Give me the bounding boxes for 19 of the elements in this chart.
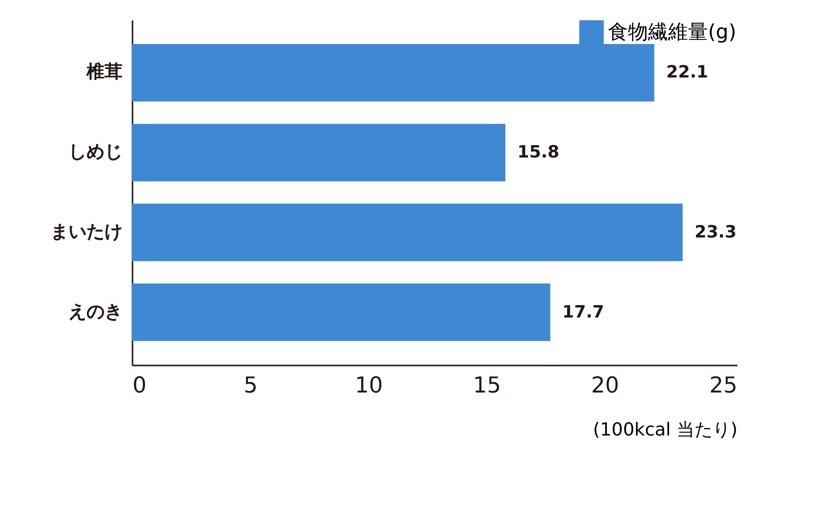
legend-label: 食物繊維量(g) (608, 20, 736, 44)
data-label: 17.7 (562, 302, 604, 322)
x-tick-label: 25 (709, 374, 738, 398)
x-tick-label: 15 (472, 374, 501, 398)
y-tick-label: まいたけ (50, 221, 122, 242)
data-label: 23.3 (694, 222, 737, 242)
x-tick-label: 5 (244, 374, 258, 398)
x-tick-label: 0 (132, 374, 146, 398)
x-tick-label: 20 (591, 374, 620, 398)
y-tick-label: しめじ (68, 142, 122, 163)
y-tick-label: えのき (68, 301, 122, 322)
x-tick-label: 10 (354, 374, 383, 398)
data-label: 22.1 (666, 62, 708, 83)
data-label: 15.8 (517, 142, 560, 163)
bar (132, 284, 550, 342)
x-axis-title: (100kcal 当たり) (593, 420, 738, 440)
bar (132, 124, 506, 182)
y-tick-label: 椎茸 (86, 62, 122, 83)
bar (132, 204, 683, 262)
